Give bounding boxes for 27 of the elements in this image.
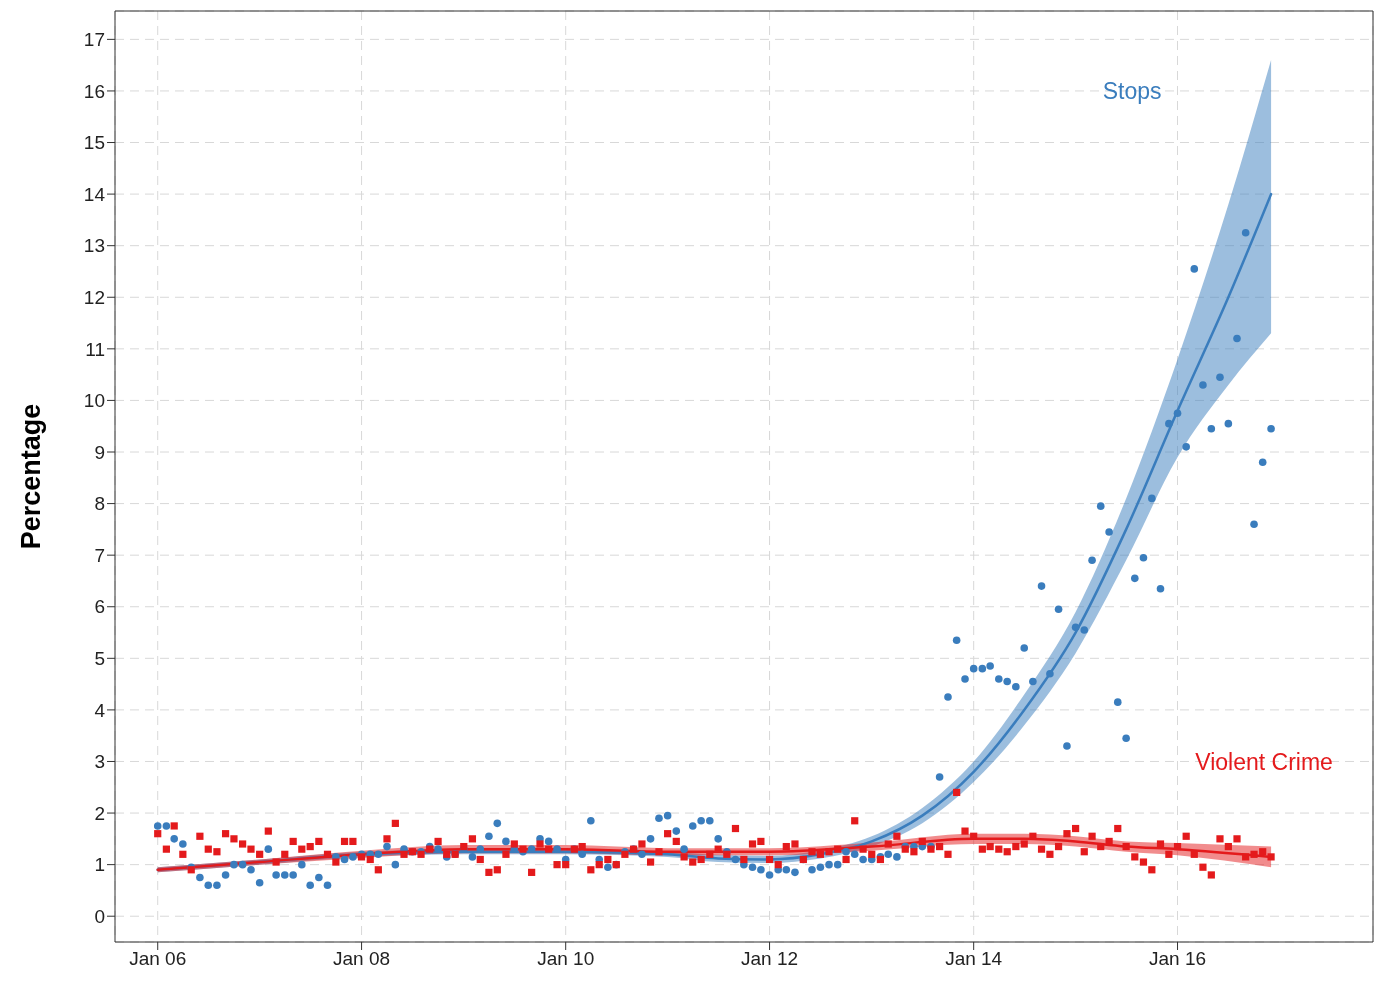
x-tick-label: Jan 10 bbox=[537, 948, 595, 970]
y-tick-label: 12 bbox=[83, 287, 105, 309]
y-tick-label: 15 bbox=[83, 132, 105, 154]
y-tick-label: 8 bbox=[94, 493, 105, 515]
text: Violent Crime bbox=[1195, 748, 1333, 775]
y-tick-label: 5 bbox=[94, 648, 105, 670]
y-tick-label: 14 bbox=[83, 183, 106, 205]
y-tick-label: 2 bbox=[94, 802, 105, 824]
x-tick-label: Jan 08 bbox=[333, 948, 391, 970]
x-tick-label: Jan 16 bbox=[1149, 948, 1207, 970]
y-tick-label: 9 bbox=[94, 441, 105, 463]
y-tick-label: 7 bbox=[94, 544, 105, 566]
y-tick-label: 16 bbox=[83, 80, 105, 102]
x-tick-label: Jan 14 bbox=[945, 948, 1003, 970]
y-tick-label: 0 bbox=[94, 905, 105, 927]
y-tick-label: 17 bbox=[83, 29, 105, 51]
text: Stops bbox=[1102, 78, 1162, 105]
x-tick-label: Jan 12 bbox=[741, 948, 799, 970]
y-tick-label: 4 bbox=[94, 699, 106, 721]
y-axis-title: Percentage bbox=[15, 403, 46, 550]
y-tick-label: 6 bbox=[94, 596, 105, 618]
y-tick-label: 10 bbox=[83, 390, 105, 412]
x-tick-label: Jan 06 bbox=[129, 948, 187, 970]
y-tick-label: 11 bbox=[85, 338, 105, 360]
y-tick-label: 13 bbox=[83, 235, 105, 257]
y-tick-label: 3 bbox=[94, 751, 105, 773]
y-tick-label: 1 bbox=[94, 854, 105, 876]
